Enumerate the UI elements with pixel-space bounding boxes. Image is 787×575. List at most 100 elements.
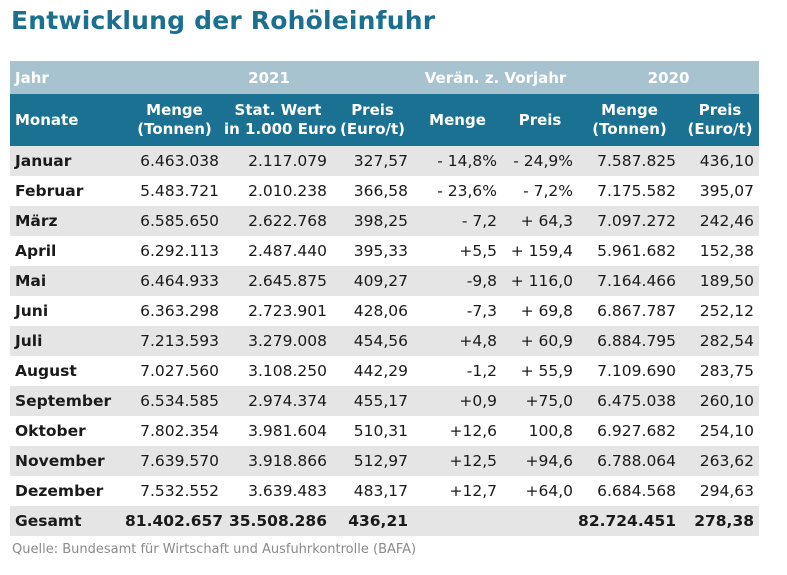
col-menge-2020: Menge (Tonnen) bbox=[578, 94, 682, 146]
menge-2020-cell: 7.587.825 bbox=[578, 146, 682, 176]
months-label: Monate bbox=[10, 94, 125, 146]
month-cell: Gesamt bbox=[10, 506, 125, 536]
header-row-columns: Monate Menge (Tonnen) Stat. Wert in 1.000 … bbox=[10, 94, 760, 146]
col-preis-2021: Preis (Euro/t) bbox=[332, 94, 414, 146]
table-row: September 6.534.585 2.974.374 455,17 +0,9 +75… bbox=[10, 386, 760, 416]
year-2020-header: 2020 bbox=[578, 61, 760, 94]
preis-2020-cell: 294,63 bbox=[681, 476, 760, 506]
preis-2020-cell: 278,38 bbox=[681, 506, 760, 536]
preis-2021-cell: 455,17 bbox=[332, 386, 414, 416]
year-2021-header: 2021 bbox=[125, 61, 414, 94]
wert-2021-cell: 3.108.250 bbox=[224, 356, 332, 386]
wert-2021-cell: 3.279.008 bbox=[224, 326, 332, 356]
change-preis-cell: +94,6 bbox=[502, 446, 579, 476]
menge-2020-cell: 6.884.795 bbox=[578, 326, 682, 356]
menge-2021-cell: 7.802.354 bbox=[125, 416, 224, 446]
month-cell: Juli bbox=[10, 326, 125, 356]
preis-2020-cell: 252,12 bbox=[681, 296, 760, 326]
month-cell: August bbox=[10, 356, 125, 386]
menge-2021-cell: 6.292.113 bbox=[125, 236, 224, 266]
preis-2020-cell: 189,50 bbox=[681, 266, 760, 296]
menge-2020-cell: 82.724.451 bbox=[578, 506, 682, 536]
change-menge-cell: +12,7 bbox=[413, 476, 503, 506]
change-preis-cell: + 55,9 bbox=[502, 356, 579, 386]
month-cell: November bbox=[10, 446, 125, 476]
wert-2021-cell: 2.117.079 bbox=[224, 146, 332, 176]
table-row: März 6.585.650 2.622.768 398,25- 7,2 + 64,3 7… bbox=[10, 206, 760, 236]
change-preis-cell: +64,0 bbox=[502, 476, 579, 506]
month-cell: Februar bbox=[10, 176, 125, 206]
change-menge-cell: - 7,2 bbox=[413, 206, 503, 236]
change-preis-cell: + 159,4 bbox=[502, 236, 579, 266]
preis-2020-cell: 436,10 bbox=[681, 146, 760, 176]
preis-2021-cell: 483,17 bbox=[332, 476, 414, 506]
wert-2021-cell: 2.974.374 bbox=[224, 386, 332, 416]
menge-2021-cell: 6.464.933 bbox=[125, 266, 224, 296]
menge-2020-cell: 5.961.682 bbox=[578, 236, 682, 266]
page-title: Entwicklung der Rohöleinfuhr bbox=[11, 6, 436, 35]
change-menge-cell: -7,3 bbox=[413, 296, 503, 326]
month-cell: September bbox=[10, 386, 125, 416]
wert-2021-cell: 3.981.604 bbox=[224, 416, 332, 446]
table-row: April 6.292.113 2.487.440 395,33 +5,5 + 159,4… bbox=[10, 236, 760, 266]
month-cell: Dezember bbox=[10, 476, 125, 506]
menge-2021-cell: 5.483.721 bbox=[125, 176, 224, 206]
menge-2020-cell: 6.788.064 bbox=[578, 446, 682, 476]
preis-2020-cell: 283,75 bbox=[681, 356, 760, 386]
wert-2021-cell: 2.622.768 bbox=[224, 206, 332, 236]
preis-2020-cell: 395,07 bbox=[681, 176, 760, 206]
menge-2021-cell: 6.463.038 bbox=[125, 146, 224, 176]
col-wert-2021: Stat. Wert in 1.000 Euro bbox=[224, 94, 336, 146]
change-menge-cell: -1,2 bbox=[413, 356, 503, 386]
change-menge-cell: - 23,6% bbox=[413, 176, 503, 206]
menge-2020-cell: 6.684.568 bbox=[578, 476, 682, 506]
menge-2021-cell: 6.585.650 bbox=[125, 206, 224, 236]
table-row: Juli 7.213.593 3.279.008 454,56 +4,8 + 60,9 6.… bbox=[10, 326, 760, 356]
preis-2021-cell: 366,58 bbox=[332, 176, 414, 206]
col-preis-change: Preis bbox=[502, 94, 579, 146]
change-menge-cell: -9,8 bbox=[413, 266, 503, 296]
preis-2021-cell: 510,31 bbox=[332, 416, 414, 446]
table-row: Februar 5.483.721 2.010.238 366,58- 23,6% - … bbox=[10, 176, 760, 206]
change-menge-cell: +12,6 bbox=[413, 416, 503, 446]
wert-2021-cell: 3.639.483 bbox=[224, 476, 332, 506]
table-row: Januar 6.463.038 2.117.079 327,57- 14,8% - 2… bbox=[10, 146, 760, 176]
menge-2021-cell: 6.363.298 bbox=[125, 296, 224, 326]
menge-2021-cell: 7.213.593 bbox=[125, 326, 224, 356]
wert-2021-cell: 3.918.866 bbox=[224, 446, 332, 476]
change-preis-cell: + 69,8 bbox=[502, 296, 579, 326]
preis-2021-cell: 327,57 bbox=[332, 146, 414, 176]
month-cell: März bbox=[10, 206, 125, 236]
change-preis-cell: + 116,0 bbox=[502, 266, 579, 296]
wert-2021-cell: 35.508.286 bbox=[224, 506, 332, 536]
table-row: Mai 6.464.933 2.645.875 409,27 -9,8 + 116,0 7.… bbox=[10, 266, 760, 296]
col-menge-2021: Menge (Tonnen) bbox=[125, 94, 224, 146]
change-preis-cell: +75,0 bbox=[502, 386, 579, 416]
preis-2020-cell: 242,46 bbox=[681, 206, 760, 236]
change-preis-cell: + 60,9 bbox=[502, 326, 579, 356]
month-cell: Juni bbox=[10, 296, 125, 326]
col-menge-change: Menge bbox=[413, 94, 503, 146]
table-row: Dezember 7.532.552 3.639.483 483,17 +12,7 +64… bbox=[10, 476, 760, 506]
table-row: August 7.027.560 3.108.250 442,29 -1,2 + 55,9… bbox=[10, 356, 760, 386]
preis-2021-cell: 428,06 bbox=[332, 296, 414, 326]
table-row: Oktober 7.802.354 3.981.604 510,31 +12,6 100,… bbox=[10, 416, 760, 446]
preis-2021-cell: 454,56 bbox=[332, 326, 414, 356]
table-row: November 7.639.570 3.918.866 512,97 +12,5 +94… bbox=[10, 446, 760, 476]
menge-2021-cell: 7.639.570 bbox=[125, 446, 224, 476]
preis-2020-cell: 282,54 bbox=[681, 326, 760, 356]
month-cell: Januar bbox=[10, 146, 125, 176]
wert-2021-cell: 2.487.440 bbox=[224, 236, 332, 266]
change-preis-cell: - 24,9% bbox=[502, 146, 579, 176]
change-preis-cell: + 64,3 bbox=[502, 206, 579, 236]
preis-2020-cell: 260,10 bbox=[681, 386, 760, 416]
preis-2021-cell: 442,29 bbox=[332, 356, 414, 386]
preis-2021-cell: 395,33 bbox=[332, 236, 414, 266]
preis-2021-cell: 436,21 bbox=[332, 506, 414, 536]
menge-2020-cell: 6.927.682 bbox=[578, 416, 682, 446]
menge-2021-cell: 7.027.560 bbox=[125, 356, 224, 386]
menge-2020-cell: 6.867.787 bbox=[578, 296, 682, 326]
month-cell: Oktober bbox=[10, 416, 125, 446]
change-menge-cell: +5,5 bbox=[413, 236, 503, 266]
preis-2020-cell: 254,10 bbox=[681, 416, 760, 446]
